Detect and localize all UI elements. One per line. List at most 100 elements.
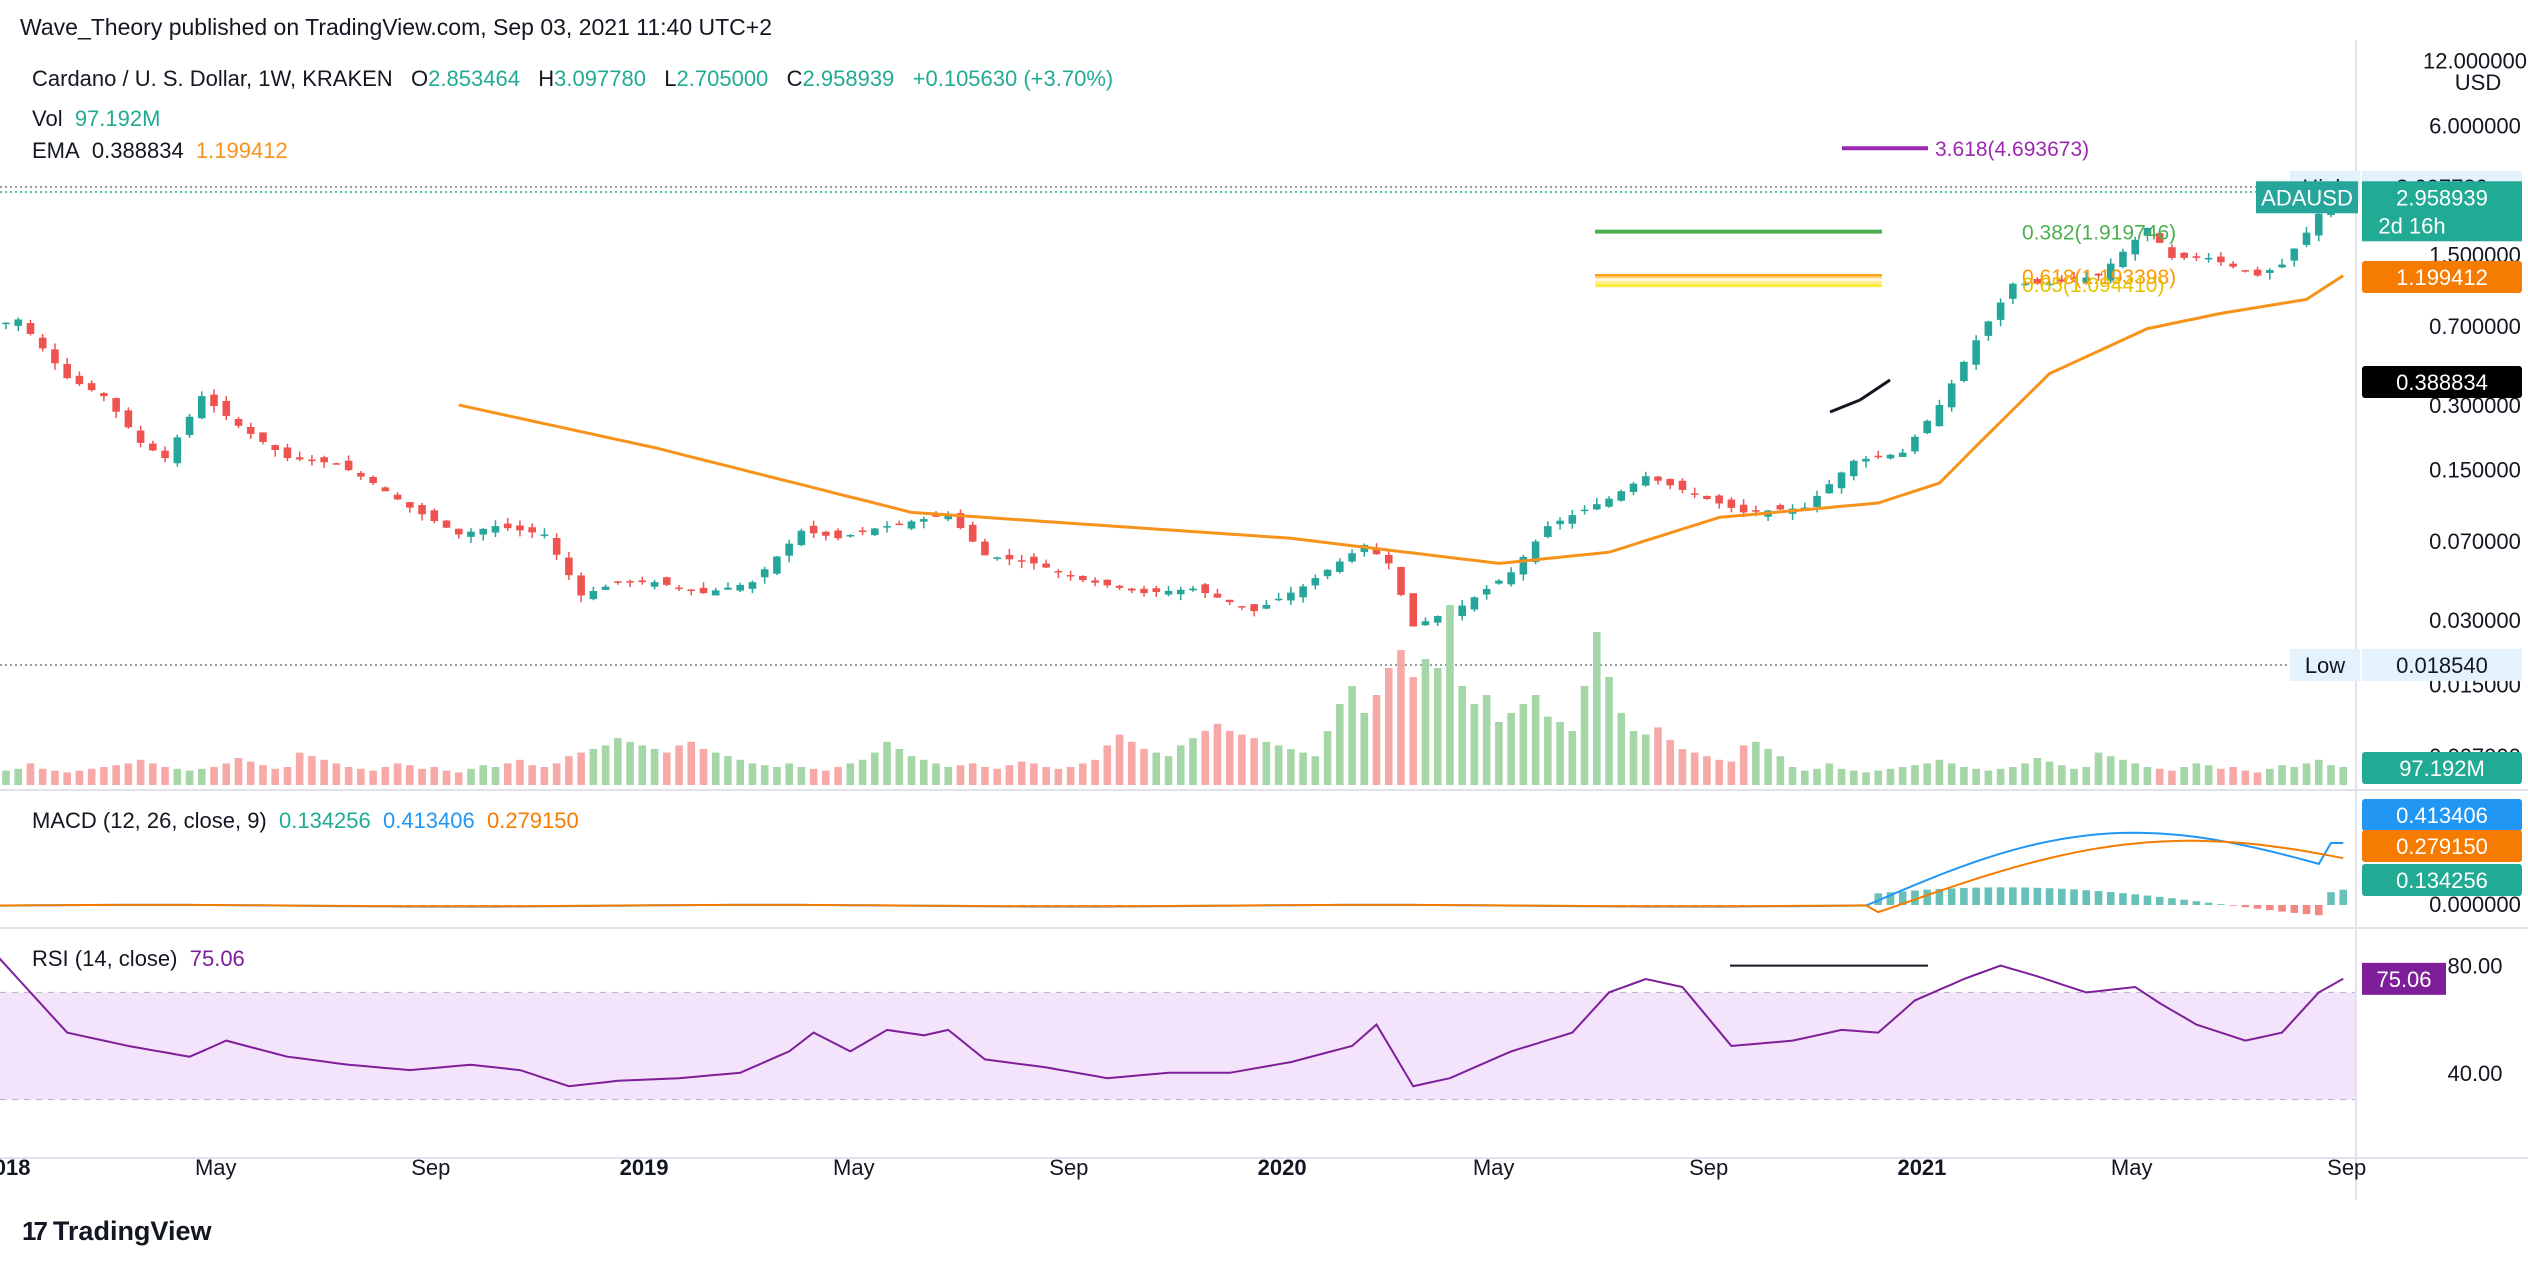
volume-bar <box>2180 767 2188 785</box>
volume-bar <box>2229 767 2237 785</box>
volume-bar <box>2339 767 2348 785</box>
low-marker-label: Low <box>2305 653 2345 678</box>
time-axis-label: May <box>2111 1155 2153 1180</box>
candle-body <box>540 534 549 536</box>
tradingview-brand[interactable]: 17 TradingView <box>22 1216 211 1247</box>
volume-bar <box>2009 767 2017 785</box>
ohlc-close: 2.958939 <box>802 66 895 91</box>
volume-bar <box>369 770 377 785</box>
price-axis-label: 0.150000 <box>2429 458 2521 483</box>
macd-hist-bar <box>2241 905 2250 908</box>
volume-bar <box>601 745 610 785</box>
volume-bar <box>1776 756 1785 785</box>
time-axis-label: May <box>833 1155 875 1180</box>
volume-bar <box>724 756 732 785</box>
volume-bar <box>112 765 120 785</box>
volume-bar <box>981 767 989 785</box>
candle-body <box>2266 270 2274 273</box>
candle-body <box>2217 256 2225 263</box>
macd-hist-bar <box>2106 892 2115 905</box>
volume-bar <box>1323 731 1332 785</box>
macd-signal-line <box>0 839 2344 914</box>
candle-body <box>1348 553 1356 562</box>
volume-bar <box>1030 763 1038 785</box>
candle-body <box>1213 593 1222 598</box>
volume-bar <box>1421 659 1430 785</box>
macd-hist-bar <box>2278 905 2286 912</box>
candle-body <box>2082 277 2091 283</box>
candle-body <box>2 322 10 325</box>
volume-bar <box>871 752 879 785</box>
legend-ema[interactable]: EMA 0.388834 1.199412 <box>32 138 288 164</box>
candle-body <box>724 587 732 590</box>
volume-bar <box>1495 722 1503 785</box>
time-axis-label: 2020 <box>1258 1155 1307 1180</box>
candle-body <box>1862 458 1870 462</box>
volume-bar <box>1813 768 1821 785</box>
ema-line <box>458 274 2345 565</box>
candle-body <box>1849 460 1858 477</box>
fib-level-label: 3.618(4.693673) <box>1935 138 2089 161</box>
candle-body <box>614 581 622 583</box>
volume-bar <box>1397 650 1405 785</box>
candle-body <box>1605 498 1613 507</box>
candle-body <box>577 575 585 596</box>
volume-bar <box>2302 763 2311 785</box>
candle-body <box>699 587 708 594</box>
candle-body <box>748 582 757 589</box>
legend-rsi[interactable]: RSI (14, close) 75.06 <box>32 946 245 972</box>
ohlc-change: +0.105630 (+3.70%) <box>912 66 1114 91</box>
macd-hist-bar <box>1678 905 1687 906</box>
legend-vol[interactable]: Vol 97.192M <box>32 106 160 132</box>
volume-bar <box>430 767 439 785</box>
ema-value-1: 0.388834 <box>91 138 184 163</box>
macd-hist-tag-bg <box>2362 864 2522 896</box>
legend-macd[interactable]: MACD (12, 26, close, 9) 0.134256 0.41340… <box>32 808 579 834</box>
macd-line-value: 0.413406 <box>382 808 475 833</box>
time-axis-label: Sep <box>411 1155 450 1180</box>
candle-body <box>442 520 451 528</box>
candle-body <box>1947 383 1956 408</box>
macd-hist-bar <box>1030 905 1038 906</box>
macd-hist-bar <box>2009 887 2017 905</box>
candle-body <box>1066 575 1075 577</box>
volume-bar <box>1898 767 1907 785</box>
price-axis-unit: USD <box>2455 70 2501 95</box>
candle-body <box>1813 495 1821 507</box>
symbol-title[interactable]: Cardano / U. S. Dollar, 1W, KRAKEN <box>32 66 393 91</box>
macd-hist-bar <box>2290 905 2299 913</box>
candle-body <box>1739 504 1748 513</box>
volume-bar <box>932 763 940 785</box>
candle-body <box>907 521 916 529</box>
volume-bar <box>1715 759 1723 785</box>
candle-body <box>1678 480 1687 490</box>
volume-bar <box>1017 761 1026 785</box>
volume-bar <box>1519 704 1528 785</box>
rsi-line <box>0 957 2344 1088</box>
candle-body <box>2180 252 2188 258</box>
candle-body <box>295 457 304 460</box>
candle-body <box>51 349 59 364</box>
volume-bar <box>234 758 243 785</box>
candle-body <box>1495 580 1503 584</box>
volume-bar <box>259 765 267 785</box>
macd-hist-bar <box>1079 905 1087 906</box>
time-axis-label: May <box>1473 1155 1515 1180</box>
volume-tag-bg <box>2362 752 2522 784</box>
volume-bar <box>381 767 390 785</box>
candle-body <box>406 502 414 508</box>
volume-bar <box>1262 741 1271 785</box>
volume-bar <box>2033 758 2042 785</box>
candle-body <box>332 463 341 465</box>
candle-body <box>1874 455 1883 458</box>
candle-body <box>601 586 610 590</box>
candle-body <box>1617 491 1626 501</box>
candle-body <box>112 398 120 412</box>
volume-bar <box>1788 767 1797 785</box>
volume-bar <box>1703 756 1711 785</box>
macd-hist-bar <box>1886 892 1895 905</box>
volume-bar <box>149 763 157 785</box>
macd-hist-bar <box>2180 899 2188 905</box>
volume-tag-text: 97.192M <box>2399 756 2485 781</box>
